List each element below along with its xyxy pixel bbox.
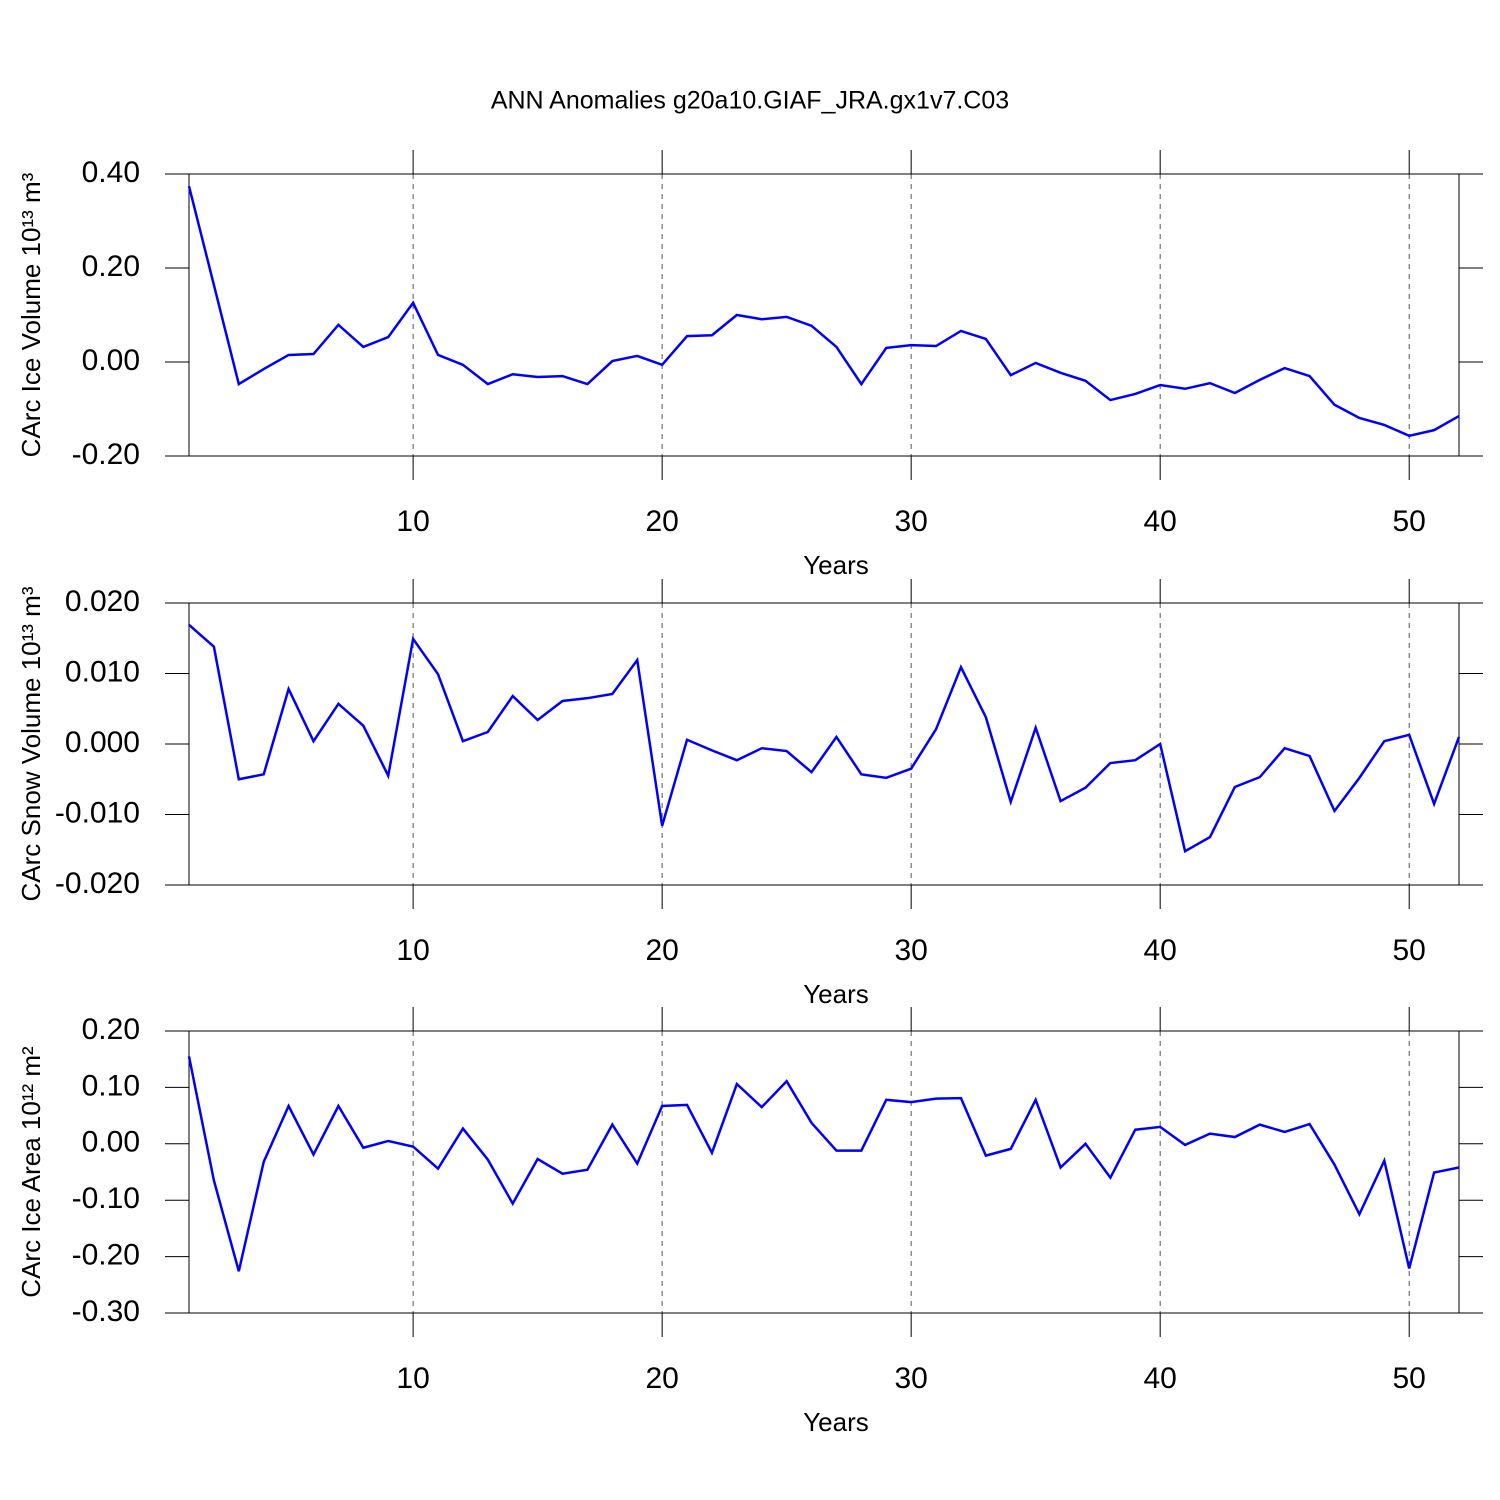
plot-frame (188, 173, 1460, 457)
x-tick-label: 40 (1143, 934, 1176, 967)
x-axis-label: Years (803, 1407, 869, 1437)
x-tick-label: 20 (645, 1362, 678, 1395)
x-tick-label: 20 (645, 505, 678, 538)
x-tick-label: 40 (1143, 505, 1176, 538)
x-tick-label: 50 (1393, 1362, 1426, 1395)
y-tick-label: -0.020 (55, 867, 140, 900)
y-tick-label: -0.10 (72, 1182, 140, 1215)
x-tick-label: 10 (396, 505, 429, 538)
x-axis-label: Years (803, 979, 869, 1009)
y-tick-label: 0.20 (82, 250, 140, 283)
data-line (188, 623, 1461, 854)
y-tick-label: 0.40 (82, 156, 140, 189)
x-tick-label: 40 (1143, 1362, 1176, 1395)
y-tick-label: 0.000 (65, 726, 140, 759)
y-tick-label: -0.30 (72, 1295, 140, 1328)
x-tick-label: 30 (894, 934, 927, 967)
y-tick-label: -0.010 (55, 796, 140, 829)
y-tick-label: 0.00 (82, 1126, 140, 1159)
x-tick-label: 30 (894, 505, 927, 538)
y-tick-label: -0.20 (72, 438, 140, 471)
y-tick-label: 0.10 (82, 1069, 140, 1102)
x-tick-label: 50 (1393, 505, 1426, 538)
y-tick-label: -0.20 (72, 1239, 140, 1272)
plot-frame (188, 1030, 1460, 1314)
x-axis-label: Years (803, 550, 869, 580)
x-tick-label: 30 (894, 1362, 927, 1395)
x-tick-label: 10 (396, 934, 429, 967)
y-axis-label: CArc Ice Area 10¹² m² (16, 1046, 46, 1298)
data-line (187, 185, 1460, 438)
y-tick-label: 0.010 (65, 655, 140, 688)
figure-title: ANN Anomalies g20a10.GIAF_JRA.gx1v7.C03 (491, 87, 1009, 115)
plot-frame (188, 602, 1460, 886)
data-line (187, 1056, 1460, 1272)
y-tick-label: 0.20 (82, 1013, 140, 1046)
y-axis-label: CArc Ice Volume 10¹³ m³ (16, 172, 46, 457)
x-tick-label: 20 (645, 934, 678, 967)
x-tick-label: 50 (1393, 934, 1426, 967)
y-tick-label: 0.00 (82, 344, 140, 377)
x-tick-label: 10 (396, 1362, 429, 1395)
y-tick-label: 0.020 (65, 585, 140, 618)
y-axis-label: CArc Snow Volume 10¹³ m³ (16, 586, 46, 901)
